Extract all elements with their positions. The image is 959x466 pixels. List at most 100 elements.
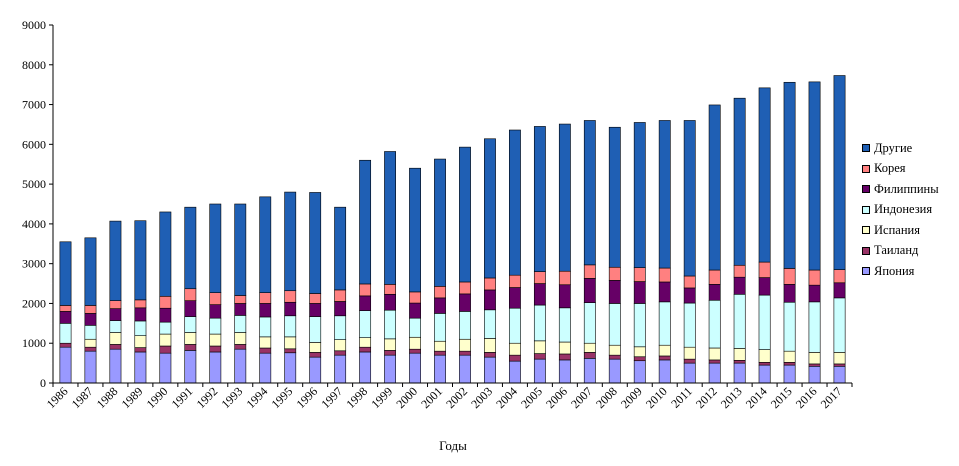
bar-segment <box>658 267 671 283</box>
bar-segment <box>583 120 596 266</box>
bar-segment <box>683 275 696 289</box>
bar-segment <box>558 284 571 309</box>
y-tick-label: 9000 <box>22 18 46 32</box>
legend-swatch <box>862 164 870 173</box>
bar-segment <box>733 276 746 295</box>
bar-segment <box>833 297 846 353</box>
legend-swatch <box>862 205 870 214</box>
bar-segment <box>508 129 521 276</box>
bar-segment <box>409 336 421 350</box>
bar-segment <box>808 352 821 365</box>
bar-segment <box>508 354 521 362</box>
bar-segment <box>134 335 147 348</box>
bar-segment <box>359 295 372 311</box>
bar-segment <box>209 203 222 293</box>
bar-segment <box>259 292 272 304</box>
bar-segment <box>833 282 846 299</box>
bar-segment <box>484 309 496 339</box>
bar-segment <box>558 359 571 384</box>
bar-segment <box>334 301 347 317</box>
bar-segment <box>384 309 396 340</box>
bar-segment <box>683 287 696 304</box>
bar-segment <box>708 359 721 364</box>
bar-segment <box>209 345 222 353</box>
bar-segment <box>733 264 746 278</box>
bar-segment <box>758 87 771 263</box>
bar-segment <box>84 325 97 340</box>
bar-segment <box>84 350 97 384</box>
bar-segment <box>783 301 796 352</box>
bar-segment <box>309 352 322 358</box>
bar-segment <box>184 344 197 351</box>
bar-segment <box>359 283 372 297</box>
bar-segment <box>833 363 846 367</box>
legend-label: Корея <box>874 161 906 176</box>
x-tick-label: 2014 <box>743 384 770 411</box>
bar-segment <box>159 211 172 297</box>
bar-segment <box>484 356 496 384</box>
bar-segment <box>608 358 621 384</box>
bar-segment <box>833 365 846 384</box>
bar-segment <box>558 123 571 272</box>
bar-segment <box>558 307 571 343</box>
x-tick-label: 2012 <box>693 384 720 411</box>
bar-segment <box>833 269 846 284</box>
bar-segment <box>109 348 122 384</box>
bar-segment <box>384 284 396 295</box>
legend-item: Испания <box>862 220 939 241</box>
bar-segment <box>533 126 546 272</box>
bar-segment <box>134 351 147 384</box>
bar-segment <box>733 293 746 349</box>
bar-segment <box>409 317 421 338</box>
bar-segment <box>359 159 372 285</box>
bar-segment <box>733 97 746 266</box>
bar-segment <box>533 271 546 284</box>
bar-segment <box>808 81 821 271</box>
bar-segment <box>783 350 796 363</box>
y-tick-label: 6000 <box>22 137 46 151</box>
bar-segment <box>608 303 621 346</box>
bar-segment <box>783 81 796 269</box>
bar-segment <box>134 220 147 301</box>
legend-item: Корея <box>862 159 939 180</box>
bar-segment <box>384 151 396 285</box>
bar-segment <box>434 350 446 356</box>
bar-segment <box>558 341 571 355</box>
bar-segment <box>633 281 646 304</box>
bar-segment <box>59 323 72 344</box>
bar-segment <box>733 360 746 364</box>
bar-segment <box>533 353 546 360</box>
bar-segment <box>658 355 671 361</box>
bar-segment <box>434 297 446 314</box>
bar-segment <box>508 360 521 384</box>
bar-segment <box>359 337 372 348</box>
bar-segment <box>384 338 396 351</box>
bar-segment <box>608 344 621 356</box>
x-tick-label: 2011 <box>668 384 695 411</box>
bar-segment <box>284 301 297 317</box>
bar-segment <box>683 358 696 364</box>
bar-segment <box>159 352 172 384</box>
bar-segment <box>384 354 396 384</box>
bar-segment <box>259 303 272 318</box>
bar-segment <box>334 206 347 291</box>
bar-segment <box>783 268 796 285</box>
bar-segment <box>484 338 496 353</box>
bar-segment <box>533 283 546 306</box>
bar-segment <box>434 354 446 384</box>
bar-segment <box>633 122 646 268</box>
bar-segment <box>434 286 446 299</box>
y-tick-label: 0 <box>40 376 46 390</box>
bar-segment <box>633 346 646 358</box>
y-tick-label: 4000 <box>22 217 46 231</box>
bar-segment <box>758 362 771 366</box>
bar-segment <box>583 342 596 353</box>
bar-segment <box>583 352 596 359</box>
legend-swatch <box>862 226 870 235</box>
bar-segment <box>109 332 122 345</box>
bar-segment <box>409 302 421 319</box>
bar-segment <box>159 321 172 335</box>
bar-segment <box>259 347 272 354</box>
legend: Другие Корея Филиппины Индонезия Испания Таил… <box>862 138 939 282</box>
bar-segment <box>109 344 122 350</box>
